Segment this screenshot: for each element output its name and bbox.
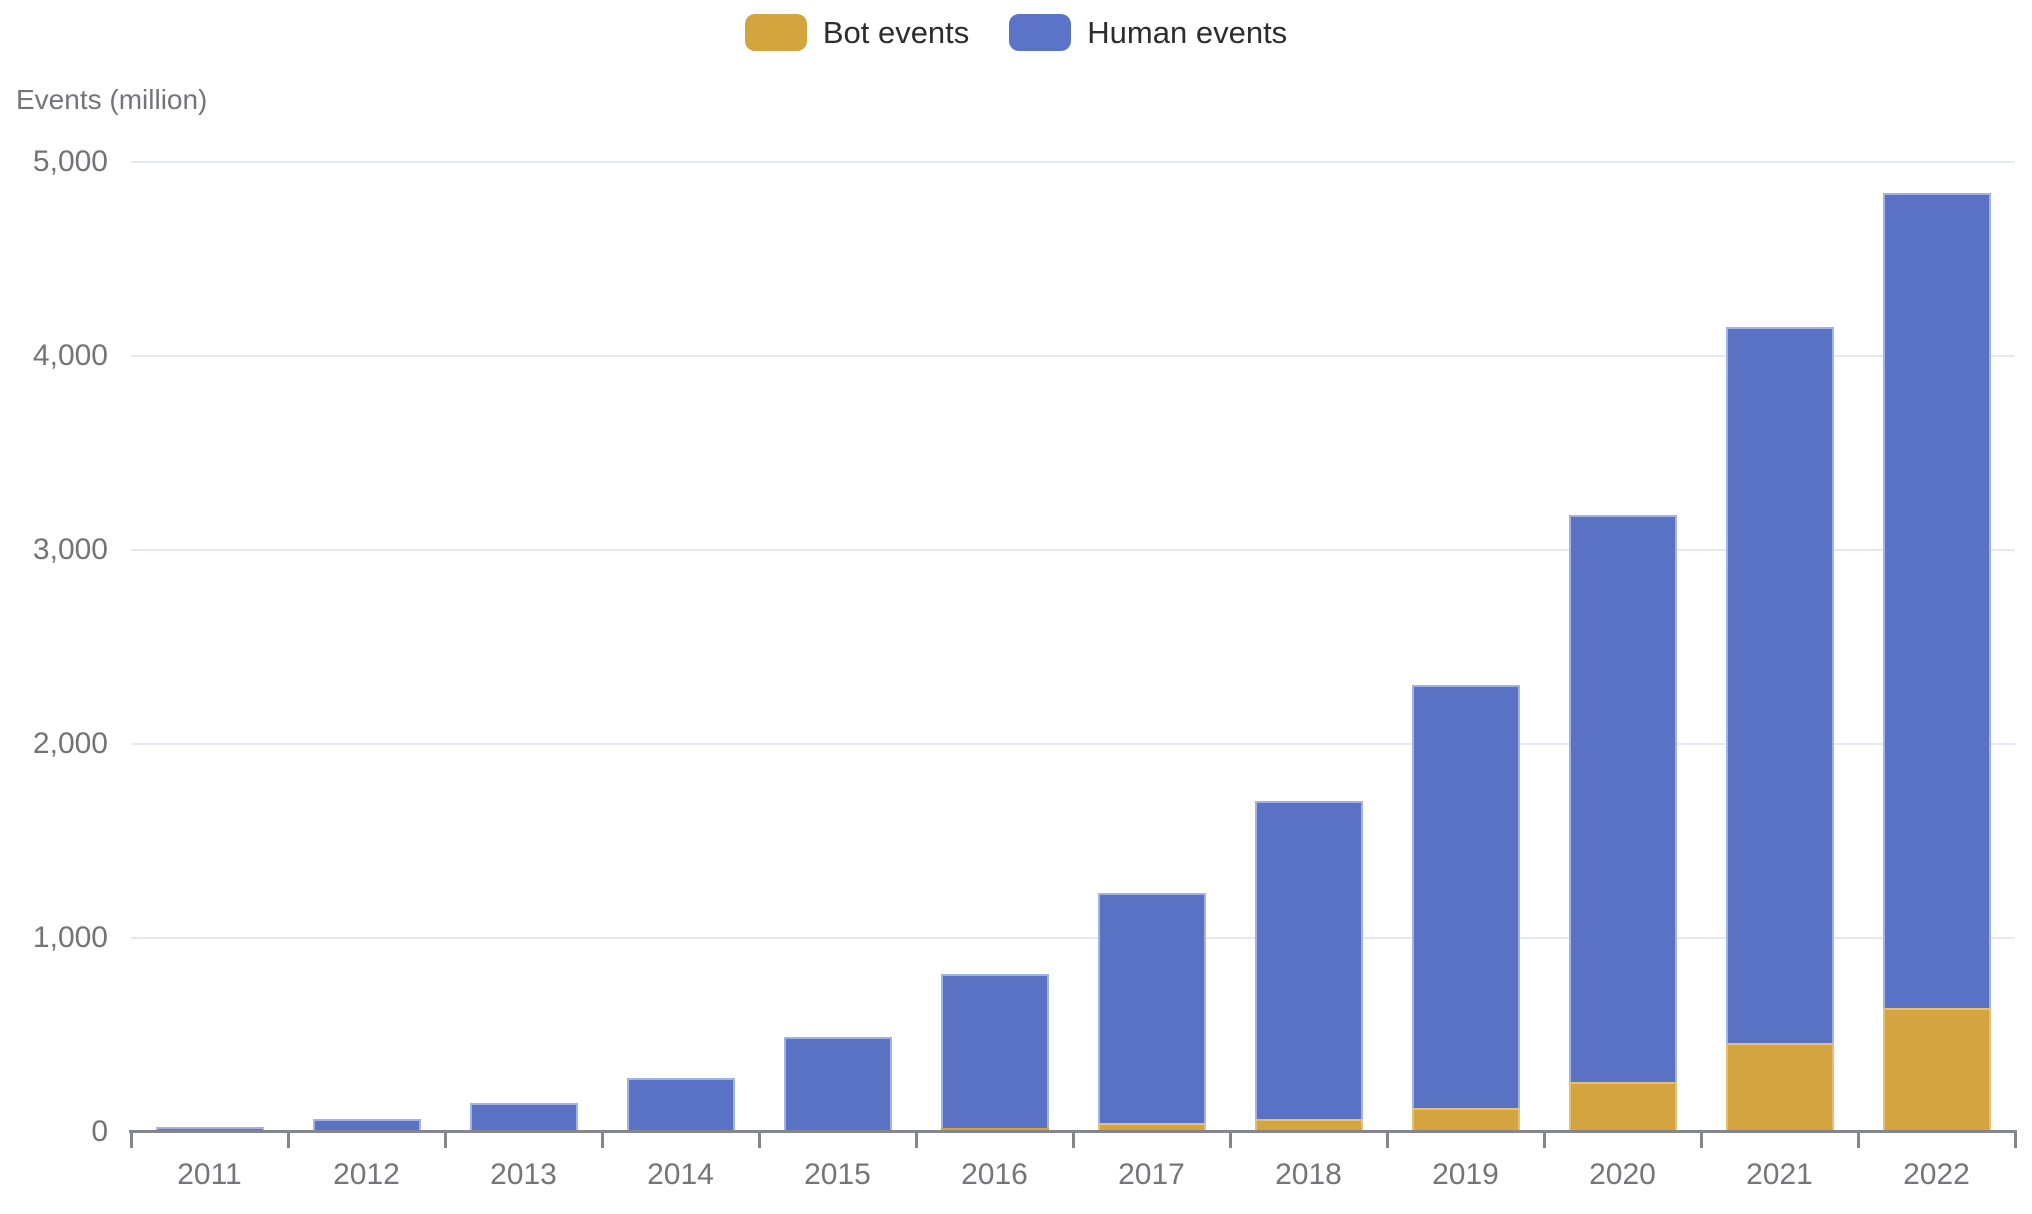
bar-2012[interactable] [312, 1118, 421, 1132]
legend-item-human-events[interactable]: Human events [1009, 14, 1287, 51]
bar-segment-bot-events-2017[interactable] [1097, 1123, 1206, 1132]
bar-2014[interactable] [626, 1077, 735, 1132]
y-tick-label-0: 0 [91, 1115, 108, 1148]
chart-legend: Bot events Human events [0, 14, 2032, 51]
bar-2018[interactable] [1254, 801, 1363, 1132]
x-tick-label-2014: 2014 [647, 1158, 714, 1191]
legend-swatch-bot-events-icon [744, 14, 807, 51]
x-tick-label-2013: 2013 [490, 1158, 557, 1191]
x-axis-tick-6 [1071, 1132, 1075, 1148]
legend-label-human-events: Human events [1087, 14, 1288, 50]
bar-segment-human-events-2017[interactable] [1097, 893, 1206, 1124]
bar-segment-human-events-2020[interactable] [1568, 515, 1677, 1082]
y-tick-label-4000: 4,000 [32, 339, 108, 372]
bar-segment-human-events-2022[interactable] [1882, 193, 1991, 1008]
x-axis-tick-3 [600, 1132, 604, 1148]
bar-2015[interactable] [783, 1036, 892, 1132]
x-axis-tick-5 [914, 1132, 918, 1148]
x-tick-label-2015: 2015 [804, 1158, 871, 1191]
bar-segment-human-events-2021[interactable] [1725, 326, 1834, 1043]
x-axis-tick-0 [129, 1132, 133, 1148]
x-axis-line [129, 1130, 2017, 1133]
y-axis-title: Events (million) [16, 84, 208, 115]
x-axis-tick-7 [1228, 1132, 1232, 1148]
bar-2016[interactable] [940, 974, 1049, 1132]
bar-2021[interactable] [1725, 326, 1834, 1132]
x-axis-tick-4 [757, 1132, 761, 1148]
bar-2011[interactable] [155, 1126, 264, 1132]
gridline-5000 [131, 161, 2015, 163]
gridline-3000 [131, 549, 2015, 551]
gridline-2000 [131, 743, 2015, 745]
x-axis-tick-9 [1542, 1132, 1546, 1148]
bar-segment-bot-events-2021[interactable] [1725, 1042, 1834, 1132]
x-tick-label-2020: 2020 [1589, 1158, 1656, 1191]
x-axis-tick-11 [1856, 1132, 1860, 1148]
bar-segment-bot-events-2018[interactable] [1254, 1119, 1363, 1132]
x-tick-label-2022: 2022 [1903, 1158, 1970, 1191]
bar-segment-bot-events-2020[interactable] [1568, 1081, 1677, 1132]
bar-segment-bot-events-2019[interactable] [1411, 1107, 1520, 1132]
bar-segment-human-events-2014[interactable] [626, 1077, 735, 1132]
x-tick-label-2019: 2019 [1432, 1158, 1499, 1191]
x-tick-label-2021: 2021 [1746, 1158, 1813, 1191]
bar-segment-human-events-2015[interactable] [783, 1036, 892, 1131]
y-tick-label-3000: 3,000 [32, 533, 108, 566]
x-tick-label-2016: 2016 [961, 1158, 1028, 1191]
x-axis-tick-8 [1385, 1132, 1389, 1148]
bar-2020[interactable] [1568, 515, 1677, 1132]
bar-segment-human-events-2018[interactable] [1254, 801, 1363, 1120]
x-tick-label-2018: 2018 [1275, 1158, 1342, 1191]
x-axis-tick-10 [1699, 1132, 1703, 1148]
gridline-4000 [131, 355, 2015, 357]
y-tick-label-1000: 1,000 [32, 921, 108, 954]
bar-segment-human-events-2011[interactable] [155, 1126, 264, 1132]
bar-2017[interactable] [1097, 893, 1206, 1132]
x-axis-tick-12 [2013, 1132, 2017, 1148]
x-tick-label-2012: 2012 [333, 1158, 400, 1191]
bar-segment-human-events-2012[interactable] [312, 1118, 421, 1132]
bar-segment-human-events-2019[interactable] [1411, 684, 1520, 1108]
y-tick-label-2000: 2,000 [32, 727, 108, 760]
bar-segment-bot-events-2016[interactable] [940, 1127, 1049, 1132]
x-tick-label-2011: 2011 [177, 1158, 242, 1191]
bar-segment-bot-events-2022[interactable] [1882, 1007, 1991, 1132]
bar-segment-human-events-2016[interactable] [940, 974, 1049, 1128]
x-axis-tick-1 [286, 1132, 290, 1148]
x-axis-tick-2 [443, 1132, 447, 1148]
legend-item-bot-events[interactable]: Bot events [744, 14, 970, 51]
bar-2022[interactable] [1882, 193, 1991, 1132]
bar-2019[interactable] [1411, 684, 1520, 1132]
legend-label-bot-events: Bot events [822, 14, 970, 50]
y-tick-label-5000: 5,000 [32, 145, 108, 178]
gridline-1000 [131, 937, 2015, 939]
bar-2013[interactable] [469, 1102, 578, 1132]
legend-swatch-human-events-icon [1009, 14, 1072, 51]
bar-segment-human-events-2013[interactable] [469, 1102, 578, 1132]
x-tick-label-2017: 2017 [1118, 1158, 1185, 1191]
